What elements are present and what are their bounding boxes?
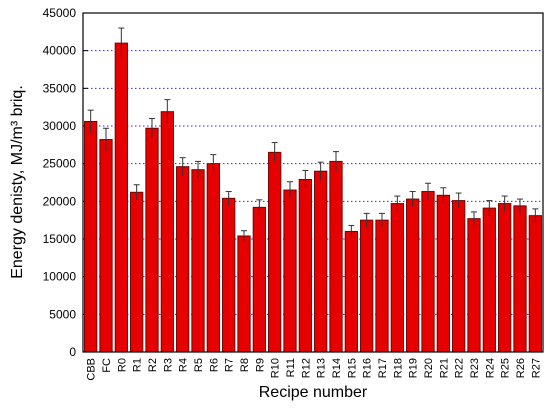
bar — [329, 160, 343, 353]
bar — [84, 120, 98, 353]
x-tick-label: R24 — [484, 358, 496, 378]
bar — [482, 207, 496, 353]
y-tick-label: 15000 — [43, 232, 77, 246]
x-tick-label: R3 — [162, 358, 174, 372]
x-tick-label: R6 — [208, 358, 220, 372]
x-tick-label: R13 — [316, 358, 328, 378]
bar — [298, 178, 312, 353]
x-tick-label: R27 — [530, 358, 542, 378]
x-tick-label: R22 — [454, 358, 466, 378]
x-tick-label: CBB — [86, 358, 98, 381]
x-tick-label: R16 — [362, 358, 374, 378]
bar — [513, 205, 527, 353]
bar — [467, 218, 481, 353]
x-tick-label: R7 — [224, 358, 236, 372]
bar — [99, 139, 113, 353]
y-tick-label: 30000 — [43, 119, 77, 133]
bar — [130, 191, 144, 353]
x-tick-label: R14 — [331, 358, 343, 378]
bar — [206, 163, 220, 353]
x-tick-label: R5 — [193, 358, 205, 372]
bar — [252, 206, 266, 353]
x-tick-label: R8 — [239, 358, 251, 372]
y-tick-label: 40000 — [43, 44, 77, 58]
bar — [314, 170, 328, 353]
x-tick-label: R0 — [116, 358, 128, 372]
bar — [114, 42, 128, 353]
bar — [237, 235, 251, 353]
x-tick-label: R4 — [178, 358, 190, 372]
y-tick-label: 5000 — [49, 307, 76, 321]
x-tick-label: R20 — [423, 358, 435, 378]
x-tick-label: R9 — [254, 358, 266, 372]
x-tick-label: R25 — [500, 358, 512, 378]
x-tick-label: R19 — [408, 358, 420, 378]
x-tick-label: R18 — [392, 358, 404, 378]
bar — [360, 219, 374, 353]
x-tick-label: R17 — [377, 358, 389, 378]
bar — [375, 219, 389, 353]
x-axis-label: Recipe number — [259, 384, 368, 401]
bar — [344, 230, 358, 353]
bar — [160, 111, 174, 353]
y-tick-label: 35000 — [43, 81, 77, 95]
bar — [222, 197, 236, 353]
bar — [406, 198, 420, 353]
y-tick-label: 10000 — [43, 270, 77, 284]
bar — [283, 189, 297, 353]
x-tick-label: R21 — [438, 358, 450, 378]
x-tick-label: R15 — [346, 358, 358, 378]
bar — [528, 215, 542, 353]
y-tick-label: 25000 — [43, 157, 77, 171]
x-tick-label: R1 — [132, 358, 144, 372]
y-tick-label: 0 — [69, 345, 76, 359]
bar — [436, 194, 450, 353]
x-tick-label: R12 — [300, 358, 312, 378]
bar — [452, 200, 466, 353]
plot-frame — [82, 12, 544, 353]
bar — [145, 127, 159, 353]
y-tick-label: 45000 — [43, 6, 77, 20]
x-tick-label: R10 — [270, 358, 282, 378]
y-tick-label: 20000 — [43, 194, 77, 208]
x-tick-label: R2 — [147, 358, 159, 372]
x-tick-label: R26 — [515, 358, 527, 378]
x-tick-label: FC — [101, 358, 113, 373]
y-axis-label: Energy denisty, MJ/m³ briq. — [9, 85, 26, 279]
bar — [421, 191, 435, 353]
bar — [176, 166, 190, 353]
bar — [191, 169, 205, 353]
bar — [268, 151, 282, 353]
bar — [498, 203, 512, 353]
bar — [390, 203, 404, 353]
x-tick-label: R23 — [469, 358, 481, 378]
x-tick-label: R11 — [285, 358, 297, 377]
